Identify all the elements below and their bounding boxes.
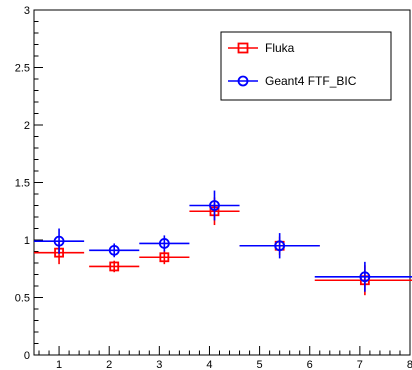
square-marker <box>159 252 170 263</box>
x-tick-label: 2 <box>106 359 112 370</box>
data-point <box>314 261 412 292</box>
y-tick-label: 0 <box>24 350 30 362</box>
legend-marker-circle <box>237 75 249 87</box>
x-tick-label: 4 <box>206 359 212 370</box>
legend-entry-geant4: Geant4 FTF_BIC <box>228 74 357 88</box>
legend-box <box>220 31 392 101</box>
x-tick-label: 7 <box>357 359 363 370</box>
series-layer <box>34 190 412 296</box>
y-tick-label: 3 <box>24 5 30 17</box>
legend-label-geant4: Geant4 FTF_BIC <box>265 74 357 88</box>
x-tick-label: 5 <box>257 359 263 370</box>
circle-marker <box>158 238 170 249</box>
data-point <box>239 233 320 259</box>
circle-marker <box>359 271 371 283</box>
y-tick-label: 1 <box>24 235 30 247</box>
data-point <box>139 235 190 252</box>
axes <box>33 9 411 356</box>
series-geant4 <box>34 190 412 292</box>
data-point <box>139 250 190 265</box>
legend: Fluka Geant4 FTF_BIC <box>220 31 392 101</box>
circle-marker <box>108 244 120 256</box>
x-tick-label: 3 <box>156 359 162 370</box>
square-marker <box>109 261 120 272</box>
series-fluka <box>34 197 412 296</box>
data-point <box>189 190 240 221</box>
circle-marker <box>209 200 220 211</box>
y-tick-label: 1.5 <box>15 178 30 190</box>
circle-marker <box>274 240 286 252</box>
x-tick-label: 8 <box>407 359 412 370</box>
circle-marker <box>53 235 65 247</box>
tick-labels: 0 0.5 1 1.5 2 2.5 3 1 2 3 4 5 6 7 8 <box>15 5 412 370</box>
legend-label-fluka: Fluka <box>265 41 295 55</box>
y-tick-label: 0.5 <box>15 293 30 305</box>
y-tick-label: 2 <box>24 120 30 132</box>
legend-marker-square <box>237 42 249 54</box>
data-point <box>34 228 85 254</box>
x-tick-label: 1 <box>56 359 62 370</box>
data-point <box>89 243 140 258</box>
x-tick-label: 6 <box>307 359 313 370</box>
legend-entry-fluka: Fluka <box>228 41 295 55</box>
y-tick-label: 2.5 <box>15 63 30 75</box>
data-point <box>89 260 140 273</box>
